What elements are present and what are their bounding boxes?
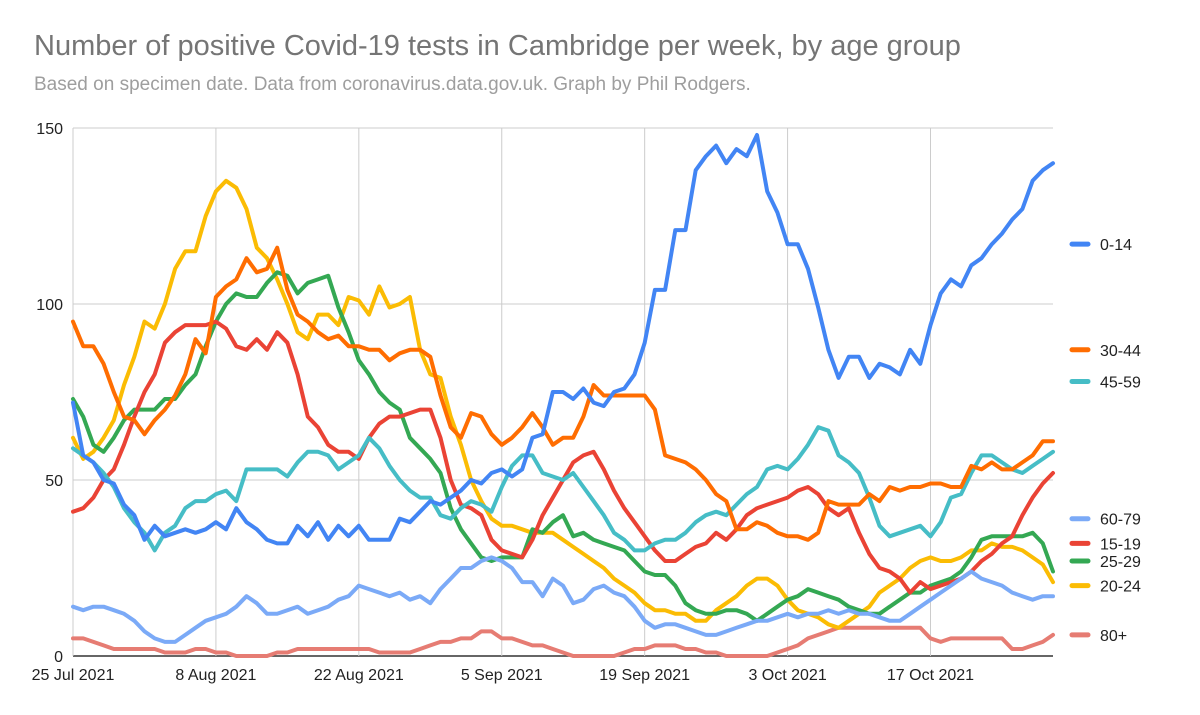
x-tick-label: 19 Sep 2021 bbox=[599, 667, 690, 684]
series-line-60-79 bbox=[71, 555, 1055, 644]
legend-label-25-29: 25-29 bbox=[1100, 554, 1141, 571]
legend-label-15-19: 15-19 bbox=[1100, 536, 1141, 553]
series-line-80plus bbox=[71, 625, 1055, 658]
chart-subtitle: Based on specimen date. Data from corona… bbox=[34, 74, 751, 95]
y-tick-label: 50 bbox=[45, 473, 63, 490]
series-line-20-24 bbox=[71, 178, 1055, 630]
series-line-0-14 bbox=[71, 133, 1055, 546]
legend-label-60-79: 60-79 bbox=[1100, 512, 1141, 529]
series-line-25-29 bbox=[71, 270, 1055, 623]
series-line-45-59 bbox=[71, 425, 1055, 553]
x-tick-label: 8 Aug 2021 bbox=[175, 667, 256, 684]
legend-label-20-24: 20-24 bbox=[1100, 579, 1141, 596]
y-tick-label: 0 bbox=[54, 649, 63, 666]
legend-label-0-14: 0-14 bbox=[1100, 237, 1132, 254]
series-line-30-44 bbox=[71, 245, 1055, 542]
x-tick-label: 25 Jul 2021 bbox=[32, 667, 115, 684]
x-tick-label: 3 Oct 2021 bbox=[748, 667, 826, 684]
y-tick-label: 150 bbox=[36, 121, 63, 138]
chart-title: Number of positive Covid-19 tests in Cam… bbox=[34, 30, 961, 62]
x-tick-label: 5 Sep 2021 bbox=[461, 667, 543, 684]
legend-label-45-59: 45-59 bbox=[1100, 374, 1141, 391]
x-tick-label: 22 Aug 2021 bbox=[314, 667, 404, 684]
x-tick-label: 17 Oct 2021 bbox=[887, 667, 974, 684]
legend-label-30-44: 30-44 bbox=[1100, 343, 1141, 360]
legend-label-80plus: 80+ bbox=[1100, 628, 1127, 645]
y-tick-label: 100 bbox=[36, 297, 63, 314]
